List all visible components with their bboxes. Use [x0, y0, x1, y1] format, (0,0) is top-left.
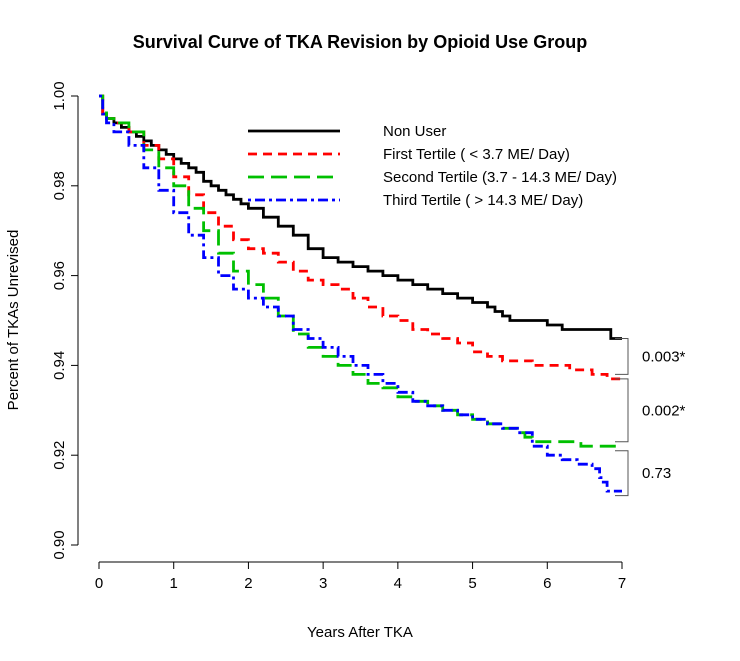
pvalue-label: 0.002* [642, 402, 686, 419]
x-tick-label: 7 [618, 575, 626, 592]
series-line-3 [99, 94, 622, 448]
y-axis-label: Percent of TKAs Unrevised [5, 230, 22, 411]
y-tick-label: 0.92 [51, 441, 68, 470]
legend-entry: Second Tertile (3.7 - 14.3 ME/ Day) [383, 169, 617, 186]
pvalue-label: 0.003* [642, 348, 686, 365]
x-axis: 0 1 2 3 4 5 6 7 [95, 561, 626, 592]
x-axis-label: Years After TKA [307, 624, 413, 641]
series-line-2 [99, 94, 622, 381]
y-tick-label: 0.94 [51, 351, 68, 380]
series-line-1 [99, 94, 622, 340]
y-tick-label: 0.96 [51, 261, 68, 290]
pvalue-annotations: 0.003* 0.002* 0.73 [615, 337, 686, 497]
pvalue-bracket [615, 450, 629, 497]
y-tick-label: 1.00 [51, 81, 68, 110]
legend-entry: Third Tertile ( > 14.3 ME/ Day) [383, 192, 583, 209]
series-layer [99, 94, 622, 493]
x-tick-label: 0 [95, 575, 103, 592]
x-tick-label: 1 [170, 575, 178, 592]
chart-title: Survival Curve of TKA Revision by Opioid… [133, 32, 587, 52]
x-tick-label: 5 [468, 575, 476, 592]
x-tick-label: 3 [319, 575, 327, 592]
y-axis: 0.90 0.92 0.94 0.96 0.98 1.00 [51, 81, 79, 560]
pvalue-bracket [615, 378, 629, 443]
pvalue-label: 0.73 [642, 465, 671, 482]
legend-entry: Non User [383, 123, 446, 140]
y-tick-label: 0.90 [51, 530, 68, 559]
x-tick-label: 4 [394, 575, 402, 592]
x-tick-label: 6 [543, 575, 551, 592]
x-tick-label: 2 [244, 575, 252, 592]
series-line-4 [99, 94, 622, 493]
legend-entry: First Tertile ( < 3.7 ME/ Day) [383, 146, 570, 163]
legend: Non User First Tertile ( < 3.7 ME/ Day) Se… [248, 123, 617, 209]
y-tick-label: 0.98 [51, 171, 68, 200]
pvalue-bracket [615, 337, 629, 375]
